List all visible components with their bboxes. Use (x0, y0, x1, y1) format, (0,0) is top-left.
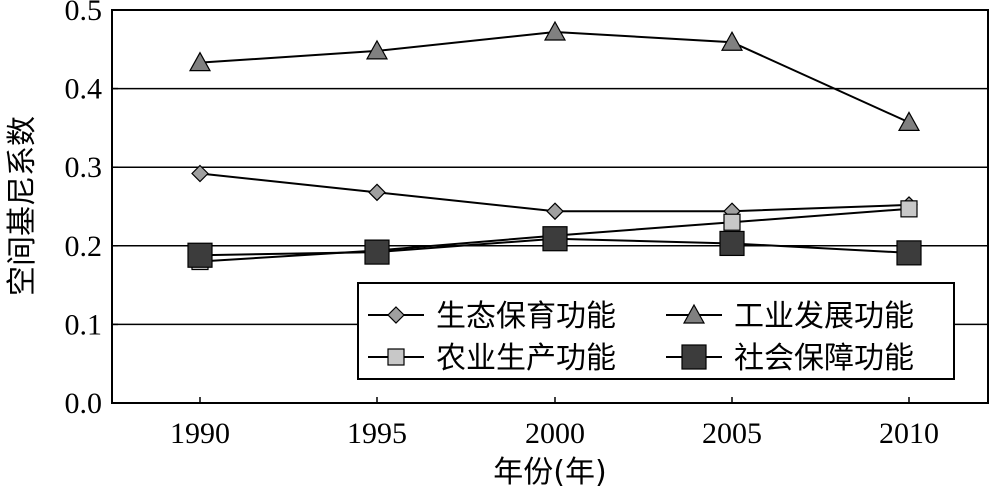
data-point (365, 39, 389, 60)
x-tick-label: 2000 (525, 417, 585, 450)
legend-marker (387, 348, 405, 366)
legend-item: 社会保障功能 (666, 341, 914, 376)
data-point (188, 51, 212, 72)
legend-label: 工业发展功能 (734, 299, 914, 334)
data-point (542, 226, 568, 252)
data-point (719, 230, 745, 257)
data-point (368, 183, 386, 202)
x-tick-label: 1990 (170, 417, 230, 450)
legend-label: 社会保障功能 (734, 341, 914, 376)
y-tick-label: 0.0 (65, 387, 103, 420)
legend-box (357, 282, 955, 380)
x-axis-title: 年份(年) (493, 455, 606, 490)
y-tick-label: 0.4 (65, 73, 103, 106)
legend-marker (387, 306, 405, 324)
x-tick-label: 2005 (702, 417, 762, 450)
legend-item: 生态保育功能 (368, 299, 616, 334)
data-point (720, 30, 744, 51)
data-point (546, 202, 564, 221)
series-4 (187, 226, 922, 268)
y-tick-label: 0.1 (65, 308, 103, 341)
data-point (191, 164, 209, 183)
data-point (897, 111, 921, 131)
data-point (364, 239, 390, 265)
data-point (723, 213, 741, 231)
legend-marker (681, 344, 707, 370)
data-point (543, 20, 567, 41)
y-tick-label: 0.2 (65, 230, 103, 263)
legend-item: 农业生产功能 (368, 341, 616, 376)
x-tick-label: 2010 (879, 417, 939, 450)
series-2 (188, 20, 921, 131)
y-tick-label: 0.3 (65, 151, 103, 184)
y-tick-label: 0.5 (65, 0, 103, 27)
data-point (187, 242, 213, 268)
ticks: 0.0 0.1 0.2 0.3 0.4 0.5 1990 1995 2000 2005 2010 (65, 0, 940, 450)
legend-item: 工业发展功能 (666, 299, 914, 334)
legend-label: 生态保育功能 (436, 299, 616, 334)
series-layer (187, 20, 922, 271)
legend-label: 农业生产功能 (436, 341, 616, 376)
y-axis-title: 空间基尼系数 (5, 116, 40, 296)
legend-marker (682, 303, 706, 324)
plot-frame (111, 9, 989, 404)
data-point (896, 240, 922, 266)
series-1 (191, 164, 918, 221)
series-line (199, 31, 910, 124)
x-tick-label: 1995 (347, 417, 407, 450)
data-point (900, 200, 918, 218)
